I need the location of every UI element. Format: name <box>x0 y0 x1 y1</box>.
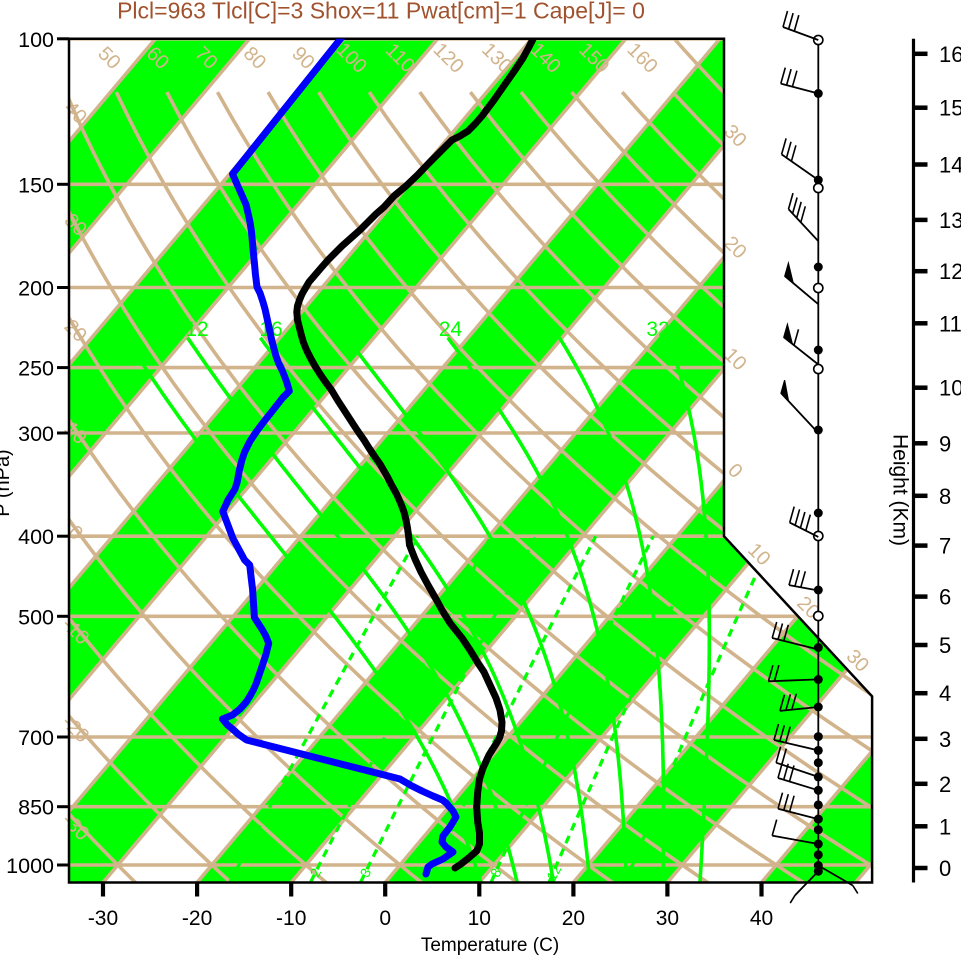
svg-text:2: 2 <box>939 772 951 797</box>
svg-text:Height (Km): Height (Km) <box>889 434 912 546</box>
svg-text:10: 10 <box>939 376 961 401</box>
svg-text:20: 20 <box>562 907 585 930</box>
svg-text:250: 250 <box>18 357 54 381</box>
svg-text:12: 12 <box>939 259 961 284</box>
svg-text:3: 3 <box>939 727 951 752</box>
svg-text:850: 850 <box>18 796 54 820</box>
svg-text:1: 1 <box>939 814 951 839</box>
svg-text:Temperature (C): Temperature (C) <box>421 935 559 956</box>
svg-text:10: 10 <box>468 907 491 930</box>
svg-text:200: 200 <box>18 277 54 301</box>
svg-text:Plcl=963 Tlcl[C]=3 Shox=11 Pwa: Plcl=963 Tlcl[C]=3 Shox=11 Pwat[cm]=1 Ca… <box>117 0 645 24</box>
svg-text:12: 12 <box>185 318 208 341</box>
svg-text:16: 16 <box>939 42 961 67</box>
svg-text:P (hPa): P (hPa) <box>0 449 14 516</box>
svg-text:0: 0 <box>939 856 951 881</box>
svg-text:14: 14 <box>939 153 961 178</box>
svg-text:400: 400 <box>18 525 54 549</box>
svg-text:150: 150 <box>18 173 54 197</box>
svg-text:100: 100 <box>18 28 54 52</box>
svg-text:300: 300 <box>18 422 54 446</box>
svg-text:-20: -20 <box>182 907 212 930</box>
svg-text:700: 700 <box>18 726 54 750</box>
svg-text:-30: -30 <box>88 907 118 930</box>
svg-text:1000: 1000 <box>6 854 54 878</box>
svg-text:15: 15 <box>939 96 961 121</box>
svg-text:9: 9 <box>939 431 951 456</box>
svg-text:6: 6 <box>939 585 951 610</box>
svg-text:0: 0 <box>379 907 391 930</box>
svg-text:32: 32 <box>646 318 669 341</box>
svg-text:7: 7 <box>939 534 951 559</box>
svg-text:4: 4 <box>939 681 951 706</box>
svg-text:5: 5 <box>939 633 951 658</box>
svg-text:500: 500 <box>18 605 54 629</box>
svg-text:30: 30 <box>656 907 679 930</box>
svg-text:-10: -10 <box>276 907 306 930</box>
svg-text:8: 8 <box>939 484 951 509</box>
svg-text:11: 11 <box>939 311 961 336</box>
svg-text:40: 40 <box>750 907 773 930</box>
svg-text:13: 13 <box>939 208 961 233</box>
svg-text:24: 24 <box>439 318 463 341</box>
